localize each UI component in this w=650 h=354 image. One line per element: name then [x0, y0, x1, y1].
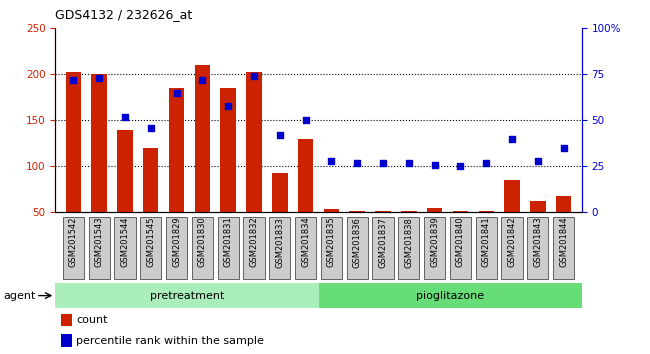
- Text: GSM201832: GSM201832: [250, 217, 259, 267]
- FancyBboxPatch shape: [424, 217, 445, 279]
- Text: GSM201840: GSM201840: [456, 217, 465, 267]
- Text: GSM201839: GSM201839: [430, 217, 439, 267]
- FancyBboxPatch shape: [502, 217, 523, 279]
- FancyBboxPatch shape: [398, 217, 419, 279]
- Bar: [427, 208, 443, 212]
- Bar: [272, 173, 287, 212]
- Bar: [66, 73, 81, 212]
- Point: [533, 158, 543, 164]
- Bar: [324, 209, 339, 212]
- Bar: [60, 314, 72, 326]
- FancyBboxPatch shape: [218, 217, 239, 279]
- Point: [430, 162, 440, 167]
- Text: GSM201544: GSM201544: [120, 217, 129, 267]
- Text: GSM201844: GSM201844: [559, 217, 568, 267]
- Bar: [556, 196, 571, 212]
- Bar: [117, 130, 133, 212]
- Bar: [530, 201, 545, 212]
- Bar: [318, 283, 582, 308]
- Bar: [298, 139, 313, 212]
- FancyBboxPatch shape: [295, 217, 316, 279]
- Point: [197, 77, 207, 83]
- Point: [146, 125, 156, 131]
- Point: [507, 136, 517, 142]
- Point: [558, 145, 569, 151]
- Bar: [350, 211, 365, 212]
- Point: [172, 90, 182, 96]
- Point: [481, 160, 491, 166]
- Text: GSM201841: GSM201841: [482, 217, 491, 267]
- Text: GSM201835: GSM201835: [327, 217, 336, 267]
- Text: count: count: [76, 315, 108, 325]
- FancyBboxPatch shape: [166, 217, 187, 279]
- Text: GSM201838: GSM201838: [404, 217, 413, 268]
- Text: GSM201834: GSM201834: [301, 217, 310, 267]
- FancyBboxPatch shape: [140, 217, 161, 279]
- Bar: [92, 74, 107, 212]
- Point: [94, 75, 105, 81]
- Point: [352, 160, 363, 166]
- Bar: [194, 65, 210, 212]
- FancyBboxPatch shape: [450, 217, 471, 279]
- Point: [300, 118, 311, 123]
- Text: GSM201833: GSM201833: [276, 217, 284, 268]
- FancyBboxPatch shape: [88, 217, 110, 279]
- FancyBboxPatch shape: [346, 217, 368, 279]
- Text: GSM201837: GSM201837: [378, 217, 387, 268]
- FancyBboxPatch shape: [114, 217, 135, 279]
- Bar: [246, 73, 262, 212]
- Text: GSM201843: GSM201843: [534, 217, 542, 267]
- Text: GSM201831: GSM201831: [224, 217, 233, 267]
- Point: [223, 103, 233, 108]
- FancyBboxPatch shape: [63, 217, 84, 279]
- FancyBboxPatch shape: [269, 217, 291, 279]
- Bar: [478, 211, 494, 212]
- Text: GSM201543: GSM201543: [95, 217, 103, 267]
- Bar: [375, 211, 391, 212]
- Point: [68, 77, 79, 83]
- Bar: [220, 88, 236, 212]
- FancyBboxPatch shape: [192, 217, 213, 279]
- Text: GSM201542: GSM201542: [69, 217, 78, 267]
- Text: GSM201545: GSM201545: [146, 217, 155, 267]
- Text: GSM201842: GSM201842: [508, 217, 517, 267]
- Point: [378, 160, 388, 166]
- FancyBboxPatch shape: [476, 217, 497, 279]
- Text: pretreatment: pretreatment: [150, 291, 224, 301]
- FancyBboxPatch shape: [553, 217, 574, 279]
- FancyBboxPatch shape: [321, 217, 342, 279]
- Bar: [401, 211, 417, 212]
- Text: GSM201830: GSM201830: [198, 217, 207, 267]
- Text: GDS4132 / 232626_at: GDS4132 / 232626_at: [55, 8, 192, 21]
- Point: [455, 164, 465, 169]
- Point: [249, 73, 259, 79]
- Bar: [452, 211, 468, 212]
- Text: percentile rank within the sample: percentile rank within the sample: [76, 336, 264, 346]
- FancyBboxPatch shape: [527, 217, 549, 279]
- FancyBboxPatch shape: [372, 217, 394, 279]
- Text: agent: agent: [3, 291, 36, 301]
- Point: [404, 160, 414, 166]
- Bar: [55, 283, 318, 308]
- Point: [326, 158, 337, 164]
- Bar: [504, 180, 520, 212]
- Text: pioglitazone: pioglitazone: [416, 291, 484, 301]
- Point: [120, 114, 130, 120]
- Bar: [143, 148, 159, 212]
- Bar: [169, 88, 185, 212]
- Bar: [60, 334, 72, 347]
- Point: [274, 132, 285, 138]
- Text: GSM201829: GSM201829: [172, 217, 181, 267]
- FancyBboxPatch shape: [243, 217, 265, 279]
- Text: GSM201836: GSM201836: [353, 217, 361, 268]
